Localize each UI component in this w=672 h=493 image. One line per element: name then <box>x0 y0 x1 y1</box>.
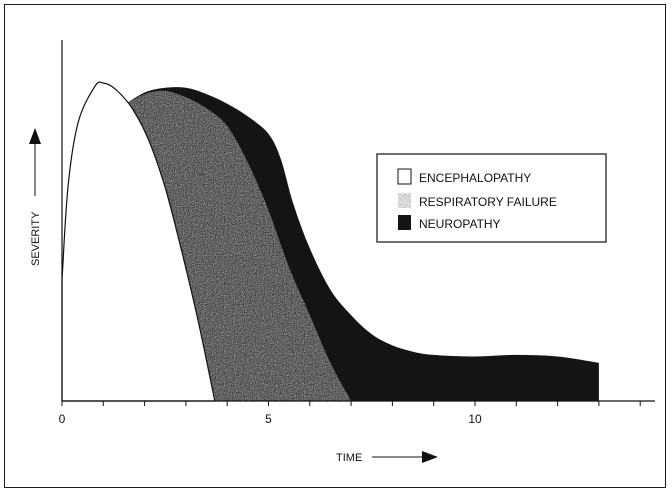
x-tick-label: 10 <box>468 412 482 426</box>
x-tick-label: 5 <box>265 412 272 426</box>
x-tick-label: 0 <box>59 412 66 426</box>
series-areas <box>61 81 599 402</box>
y-axis-arrow <box>29 128 41 196</box>
figure-frame <box>4 4 666 488</box>
legend-label-respiratory-failure: RESPIRATORY FAILURE <box>419 195 557 209</box>
legend: ENCEPHALOPATHY RESPIRATORY FAILURE NEURO… <box>376 153 607 243</box>
x-axis-arrow <box>372 451 438 463</box>
legend-swatch-respiratory-failure <box>398 193 411 208</box>
legend-swatch-neuropathy <box>398 215 411 230</box>
legend-label-neuropathy: NEUROPATHY <box>419 217 501 231</box>
x-axis-tick-labels: 0 5 10 <box>59 412 482 426</box>
y-axis-label: SEVERITY <box>30 211 42 266</box>
area-encephalopathy <box>61 81 216 402</box>
legend-label-encephalopathy: ENCEPHALOPATHY <box>419 171 531 185</box>
x-axis-ticks <box>61 401 641 406</box>
legend-swatch-encephalopathy <box>397 168 412 185</box>
x-axis-label: TIME <box>336 452 362 464</box>
legend-box <box>376 153 607 243</box>
